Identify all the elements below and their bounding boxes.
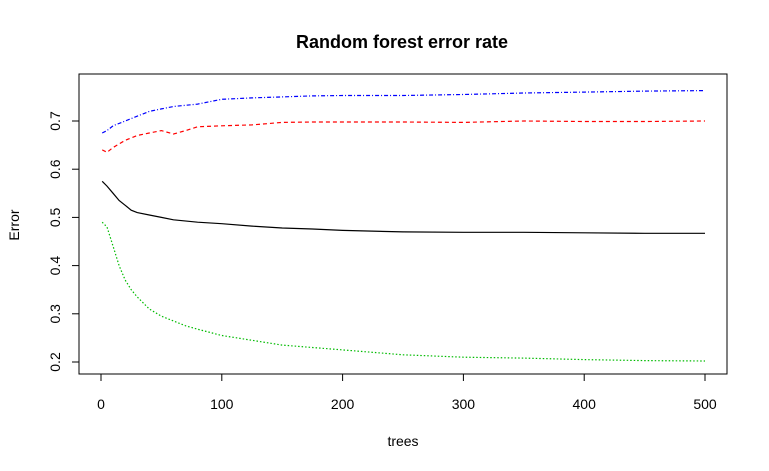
y-tick-label: 0.2 xyxy=(47,352,63,372)
x-tick-label: 300 xyxy=(452,396,476,412)
series-line-1 xyxy=(101,90,706,134)
y-axis: 0.2 0.3 0.4 0.5 0.6 0.7 xyxy=(47,111,80,372)
x-axis-label: trees xyxy=(387,433,418,449)
y-axis-label: Error xyxy=(6,209,22,240)
x-tick-label: 400 xyxy=(573,396,597,412)
y-tick-label: 0.5 xyxy=(47,207,63,227)
y-tick-label: 0.3 xyxy=(47,304,63,324)
x-tick-label: 500 xyxy=(693,396,717,412)
series-line-4 xyxy=(101,221,706,362)
y-tick-label: 0.6 xyxy=(47,159,63,179)
y-tick-label: 0.4 xyxy=(47,256,63,276)
chart-title: Random forest error rate xyxy=(296,32,508,52)
series-line-2 xyxy=(101,120,706,154)
series-line-3 xyxy=(101,180,705,234)
x-tick-label: 100 xyxy=(210,396,234,412)
x-tick-label: 0 xyxy=(97,396,105,412)
y-tick-label: 0.7 xyxy=(47,111,63,131)
series-layer xyxy=(101,90,706,362)
x-axis: 0 100 200 300 400 500 xyxy=(97,373,717,412)
plot-frame xyxy=(78,73,728,375)
x-tick-label: 200 xyxy=(331,396,355,412)
